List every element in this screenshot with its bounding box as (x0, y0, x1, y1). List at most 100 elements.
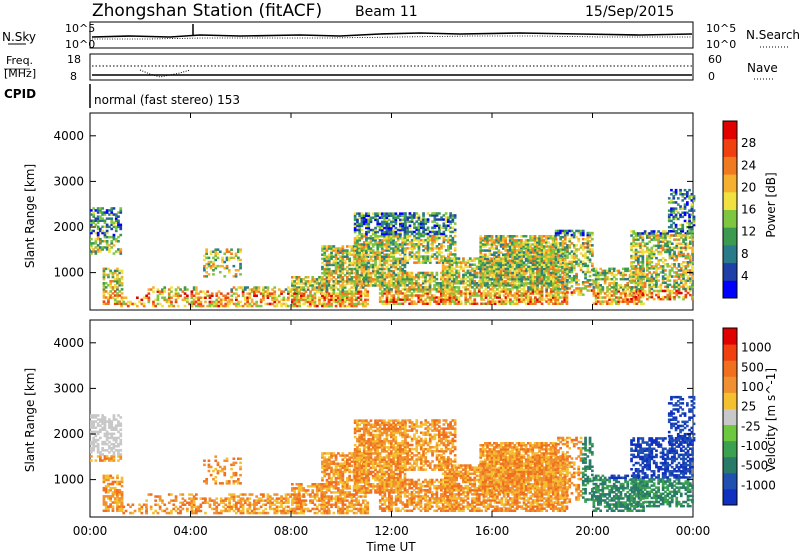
power-echo-cell (518, 276, 521, 279)
power-echo-cell (184, 297, 187, 300)
power-echo-cell (390, 260, 393, 263)
power-echo-cell (520, 292, 523, 295)
power-echo-cell (351, 290, 354, 293)
power-echo-cell (509, 235, 512, 238)
power-echo-cell (370, 235, 373, 238)
power-echo-cell (267, 303, 270, 306)
power-echo-cell (631, 300, 634, 303)
power-echo-cell (489, 300, 492, 303)
power-echo-cell (118, 294, 121, 297)
power-echo-cell (255, 295, 258, 298)
power-echo-cell (291, 288, 294, 291)
power-echo-cell (116, 274, 119, 277)
power-echo-cell (358, 243, 361, 246)
power-echo-cell (520, 272, 523, 275)
power-echo-cell (482, 254, 485, 257)
power-echo-cell (260, 299, 263, 302)
power-echo-cell (365, 212, 368, 215)
power-echo-cell (491, 254, 494, 257)
power-echo-cell (105, 268, 108, 271)
power-echo-cell (113, 244, 116, 247)
power-echo-cell (112, 280, 115, 283)
power-echo-cell (351, 245, 354, 248)
power-echo-cell (218, 301, 221, 304)
power-echo-cell (401, 237, 404, 240)
power-echo-cell (571, 277, 574, 280)
power-echo-cell (632, 279, 635, 282)
power-echo-cell (589, 244, 592, 247)
power-echo-cell (117, 236, 120, 239)
power-echo-cell (399, 219, 402, 222)
power-echo-cell (611, 272, 614, 275)
power-echo-cell (287, 305, 290, 308)
power-echo-cell (376, 284, 379, 287)
power-echo-cell (413, 231, 416, 234)
nsky-tick-top: 10^5 (65, 22, 95, 35)
power-echo-cell (541, 249, 544, 252)
power-echo-cell (501, 298, 504, 301)
power-echo-cell (110, 217, 113, 220)
power-echo-cell (237, 295, 240, 298)
power-echo-cell (452, 214, 455, 217)
power-echo-cell (520, 239, 523, 242)
power-echo-cell (532, 298, 535, 301)
power-echo-cell (244, 286, 247, 289)
power-echo-cell (438, 296, 441, 299)
power-echo-cell (179, 295, 182, 298)
power-echo-cell (372, 264, 375, 267)
power-echo-cell (482, 266, 485, 269)
power-echo-cell (458, 257, 461, 260)
power-echo-cell (462, 274, 465, 277)
power-echo-cell (99, 246, 102, 249)
power-echo-cell (200, 297, 203, 300)
power-echo-cell (493, 284, 496, 287)
power-echo-cell (447, 253, 450, 256)
power-echo-cell (397, 282, 400, 285)
power-echo-cell (314, 286, 317, 289)
power-echo-cell (101, 240, 104, 243)
power-echo-cell (244, 303, 247, 306)
power-echo-cell (296, 295, 299, 298)
power-echo-cell (611, 294, 614, 297)
power-echo-cell (105, 296, 108, 299)
power-echo-cell (401, 219, 404, 222)
power-echo-cell (486, 249, 489, 252)
power-echo-cell (108, 209, 111, 212)
power-echo-cell (108, 236, 111, 239)
power-echo-cell (381, 272, 384, 275)
power-echo-cell (117, 240, 120, 243)
power-echo-cell (163, 286, 166, 289)
power-echo-cell (532, 249, 535, 252)
power-echo-cell (443, 245, 446, 248)
power-echo-cell (406, 243, 409, 246)
power-echo-cell (555, 238, 558, 241)
power-echo-cell (108, 248, 111, 251)
power-echo-cell (240, 301, 243, 304)
power-echo-cell (511, 255, 514, 257)
nsearch-tick-top: 10^5 (706, 22, 736, 35)
power-echo-cell (411, 292, 414, 295)
power-echo-cell (420, 294, 423, 297)
power-echo-cell (541, 303, 544, 306)
power-echo-cell (119, 248, 122, 251)
power-echo-cell (118, 300, 121, 303)
power-echo-cell (269, 303, 272, 306)
power-echo-cell (471, 300, 474, 303)
power-echo-cell (186, 295, 189, 298)
power-echo-cell (393, 272, 396, 275)
power-echo-cell (562, 291, 565, 294)
power-echo-cell (555, 230, 558, 233)
power-echo-cell (493, 270, 496, 273)
power-echo-cell (496, 292, 499, 295)
power-echo-cell (548, 272, 551, 275)
power-echo-cell (206, 295, 209, 298)
power-echo-cell (330, 303, 333, 306)
power-echo-cell (525, 270, 528, 273)
power-echo-cell (471, 286, 474, 289)
power-echo-cell (573, 275, 576, 278)
power-echo-cell (431, 253, 434, 256)
power-echo-cell (525, 264, 528, 267)
power-echo-cell (406, 216, 409, 219)
power-echo-cell (424, 251, 427, 254)
power-echo-cell (436, 278, 439, 281)
